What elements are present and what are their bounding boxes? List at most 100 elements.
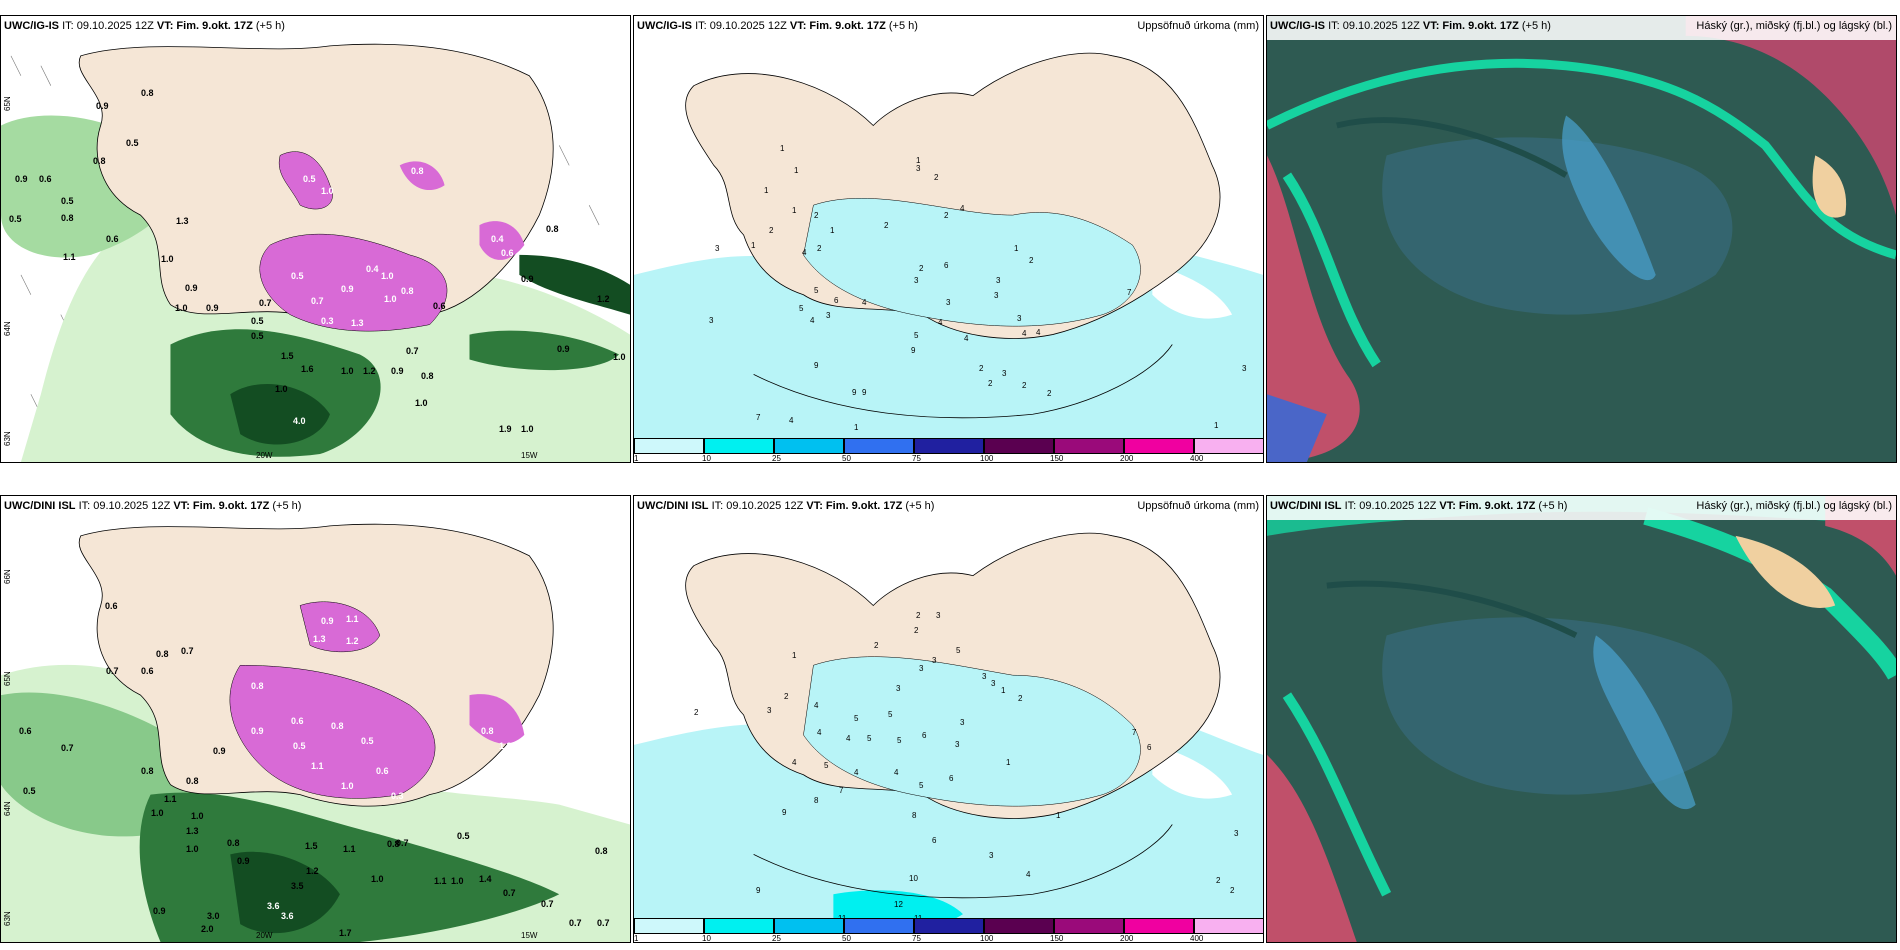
precip-value: 0.6 [106,234,119,244]
lead-time: (+5 h) [255,20,285,32]
accum-value: 4 [814,701,819,710]
precip-value: 0.9 [153,906,166,916]
colorbar-swatch [634,918,704,934]
accum-value: 5 [854,714,859,723]
accum-value: 4 [862,298,867,307]
model-name: UWC/IG-IS [4,20,59,32]
accum-value: 2 [1029,256,1034,265]
precip-value: 0.5 [9,214,22,224]
snow-value: 0.8 [251,681,264,691]
init-time: IT: 09.10.2025 12Z [78,500,171,512]
precip-value: 1.0 [151,808,164,818]
valid-time: VT: Fim. 9.okt. 17Z [806,500,903,512]
accum-value: 3 [919,664,924,673]
precip-value: 0.7 [61,743,74,753]
precip-value: 1.5 [281,351,294,361]
valid-time: VT: Fim. 9.okt. 17Z [173,500,270,512]
accum-value: 3 [991,679,996,688]
snow-value: 0.5 [293,741,306,751]
lat-label: 65N [3,96,12,111]
precip-value: 0.7 [569,918,582,928]
init-time: IT: 09.10.2025 12Z [1344,500,1437,512]
colorbar-swatch [1124,918,1194,934]
precip-value: 0.6 [19,726,32,736]
precip-value: 0.5 [23,786,36,796]
colorbar-tick: 25 [772,934,781,943]
snow-value: 1.2 [346,636,359,646]
accum-value: 2 [874,641,879,650]
precip-value: 1.4 [479,874,492,884]
colorbar-tick: 150 [1050,934,1064,943]
accum-value: 2 [1230,886,1235,895]
accum-value: 3 [709,316,714,325]
model-name: UWC/DINI ISL [1270,500,1342,512]
accum-value: 3 [916,164,921,173]
accum-value: 1 [792,651,797,660]
accum-value: 1 [751,241,756,250]
snow-value: 0.6 [291,716,304,726]
cloud-panel-igis: UWC/IG-IS IT: 09.10.2025 12Z VT: Fim. 9.… [1266,15,1897,463]
precip-value: 0.5 [61,196,74,206]
precip-value: 0.6 [105,601,118,611]
accum-value: 3 [767,706,772,715]
colorbar-swatch [774,438,844,454]
accum-value: 2 [979,364,984,373]
accum-value: 1 [1001,686,1006,695]
snow-value: 1.3 [351,318,364,328]
precip-value: 1.6 [301,364,314,374]
model-name: UWC/IG-IS [637,20,692,32]
colorbar-swatch [1194,438,1263,454]
precip-value: 1.0 [191,811,204,821]
accum-value: 2 [1216,876,1221,885]
precip-value: 2.0 [201,924,214,934]
accum-value: 3 [896,684,901,693]
colorbar-swatch [774,918,844,934]
snow-value: 0.5 [291,271,304,281]
panel-title: Uppsöfnuð úrkoma (mm) [1137,500,1259,512]
init-time: IT: 09.10.2025 12Z [711,500,804,512]
accum-value: 4 [817,728,822,737]
accum-map-igis [634,16,1263,462]
precip-value: 1.0 [371,874,384,884]
precip-value: 0.5 [126,138,139,148]
colorbar-tick: 75 [912,454,921,463]
lon-label: 15W [521,451,538,460]
precip-value: 0.7 [181,646,194,656]
snow-value: 0.9 [341,284,354,294]
precip-map-dini [1,496,630,942]
lon-label: 15W [521,931,538,940]
accum-value: 5 [814,286,819,295]
colorbar-swatch [844,438,914,454]
precip-value: 0.9 [237,856,250,866]
accum-value: 2 [914,626,919,635]
colorbar-swatch [984,438,1054,454]
accum-value: 4 [1026,870,1031,879]
lead-time: (+5 h) [1538,500,1568,512]
accum-value: 1 [1006,758,1011,767]
panel-title: Háský (gr.), miðský (fj.bl.) og lágský (… [1696,500,1892,512]
snow-value: 0.3 [391,791,404,801]
accum-value: 4 [854,768,859,777]
accum-value: 5 [824,761,829,770]
accum-value: 6 [949,774,954,783]
snow-value: 1.0 [341,781,354,791]
colorbar-swatch [704,438,774,454]
accum-value: 2 [884,221,889,230]
accum-value: 5 [799,304,804,313]
accum-value: 3 [1002,369,1007,378]
accum-value: 2 [817,244,822,253]
colorbar: 1 10 25 50 75 100 150 200 400 [634,918,1263,942]
colorbar-swatch [984,918,1054,934]
accum-header-dini: UWC/DINI ISL IT: 09.10.2025 12Z VT: Fim.… [634,496,1263,520]
precip-value: 0.7 [106,666,119,676]
precip-value: 3.6 [267,901,280,911]
lead-time: (+5 h) [905,500,935,512]
accum-value: 2 [916,611,921,620]
precip-value: 0.9 [206,303,219,313]
accum-value: 3 [955,740,960,749]
precip-value: 0.9 [391,366,404,376]
lat-label: 64N [3,801,12,816]
accum-value: 4 [960,204,965,213]
precip-value: 1.1 [343,844,356,854]
cloud-header-igis: UWC/IG-IS IT: 09.10.2025 12Z VT: Fim. 9.… [1267,16,1896,40]
